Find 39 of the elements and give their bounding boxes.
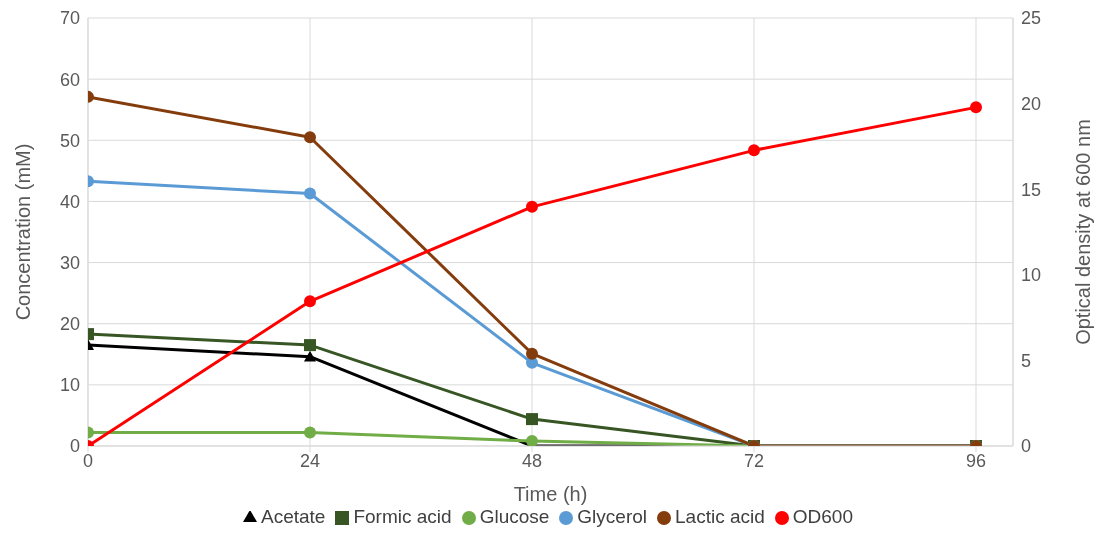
y2-tick-label: 25 — [1021, 8, 1042, 29]
y-axis-title: Concentration (mM) — [12, 143, 35, 321]
point — [304, 187, 316, 200]
x-tick-label: 72 — [743, 450, 765, 471]
point — [304, 295, 316, 308]
y-tick-label: 30 — [59, 252, 80, 273]
x-tick-label: 0 — [82, 450, 94, 471]
legend-label: Lactic acid — [675, 506, 765, 527]
y-tick-label: 40 — [59, 191, 80, 212]
y2-axis-title: Optical density at 600 nm — [1072, 119, 1095, 345]
y-tick-label: 0 — [69, 436, 80, 457]
legend-label: Formic acid — [353, 506, 452, 527]
point — [526, 347, 538, 360]
legend-label: OD600 — [792, 506, 853, 527]
point — [970, 101, 982, 114]
legend-label: Acetate — [261, 506, 326, 527]
x-axis-title: Time (h) — [513, 483, 588, 505]
y2-tick-label: 10 — [1021, 265, 1042, 286]
y2-tick-label: 20 — [1021, 93, 1042, 114]
x-tick-label: 96 — [965, 450, 987, 471]
legend-label: Glucose — [479, 506, 550, 527]
x-tick-label: 24 — [299, 450, 321, 471]
point — [304, 426, 316, 439]
point — [304, 131, 316, 144]
y2-tick-label: 0 — [1021, 436, 1032, 457]
point — [748, 144, 760, 157]
legend-label: Glycerol — [577, 506, 648, 527]
y2-tick-label: 5 — [1021, 350, 1032, 371]
y-tick-label: 20 — [59, 314, 80, 335]
y2-tick-label: 15 — [1021, 179, 1042, 200]
x-tick-label: 48 — [521, 450, 543, 471]
y-tick-label: 50 — [59, 130, 80, 151]
point — [526, 413, 538, 426]
point — [526, 435, 538, 446]
point — [526, 200, 538, 213]
y-tick-label: 60 — [59, 69, 80, 90]
y-tick-label: 70 — [59, 8, 80, 29]
y-tick-label: 10 — [59, 375, 80, 396]
point — [304, 339, 316, 352]
